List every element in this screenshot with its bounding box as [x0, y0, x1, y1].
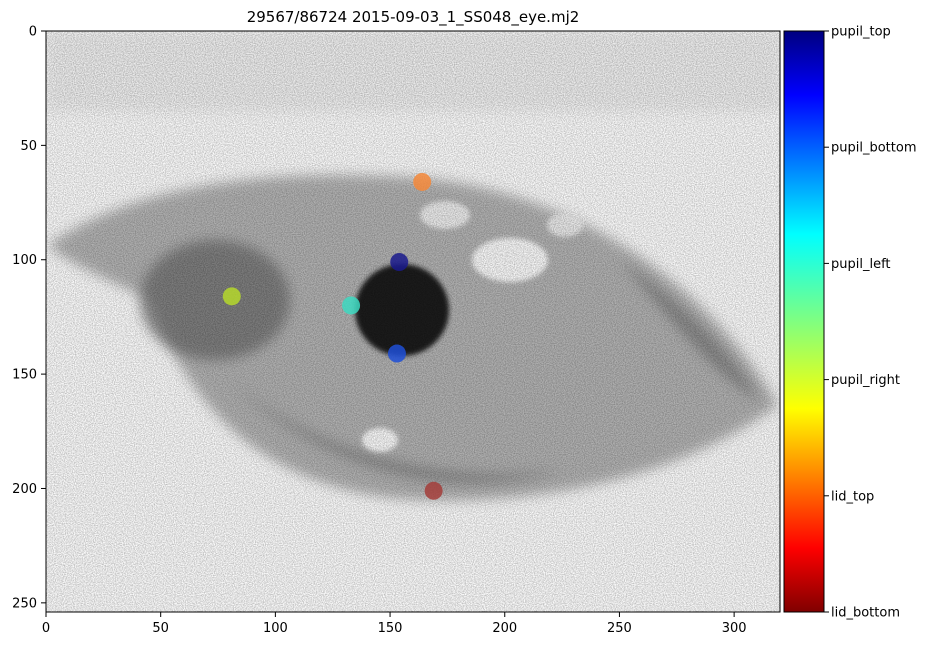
colorbar-label-pupil-left: pupil_left [831, 257, 891, 272]
colorbar-label-pupil-top: pupil_top [831, 25, 891, 40]
x-axis: 0 50 100 150 200 250 300 [42, 612, 747, 636]
axes-frame [45, 30, 781, 613]
keypoint-pupil-top [390, 253, 409, 272]
y-axis: 0 50 100 150 200 250 [12, 25, 46, 611]
x-tick-label: 300 [722, 621, 747, 636]
keypoint-pupil-right [222, 287, 241, 306]
x-tick-label: 250 [607, 621, 632, 636]
keypoint-lid-top [413, 172, 432, 191]
y-tick-label: 0 [29, 25, 37, 40]
keypoint-lid-bottom [424, 481, 443, 500]
chart-title: 29567/86724 2015-09-03_1_SS048_eye.mj2 [247, 8, 580, 27]
keypoint-pupil-bottom [387, 344, 406, 363]
colorbar-labels: pupil_top pupil_bottom pupil_left pupil_rig… [824, 25, 916, 621]
y-tick-label: 100 [12, 253, 37, 268]
x-tick-label: 50 [152, 621, 169, 636]
keypoints [222, 172, 443, 500]
x-tick-label: 0 [42, 621, 50, 636]
colorbar-label-lid-top: lid_top [831, 489, 874, 504]
x-tick-label: 150 [378, 621, 403, 636]
x-tick-label: 100 [263, 621, 288, 636]
colorbar-label-pupil-bottom: pupil_bottom [831, 141, 916, 156]
colorbar-label-pupil-right: pupil_right [831, 373, 900, 388]
x-tick-label: 200 [492, 621, 517, 636]
colorbar-label-lid-bottom: lid_bottom [831, 606, 900, 621]
y-tick-label: 200 [12, 482, 37, 497]
keypoint-pupil-left [342, 296, 361, 315]
y-tick-label: 250 [12, 596, 37, 611]
y-tick-label: 150 [12, 368, 37, 383]
y-tick-label: 50 [20, 139, 37, 154]
eye-image [46, 31, 780, 612]
colorbar [783, 30, 825, 613]
